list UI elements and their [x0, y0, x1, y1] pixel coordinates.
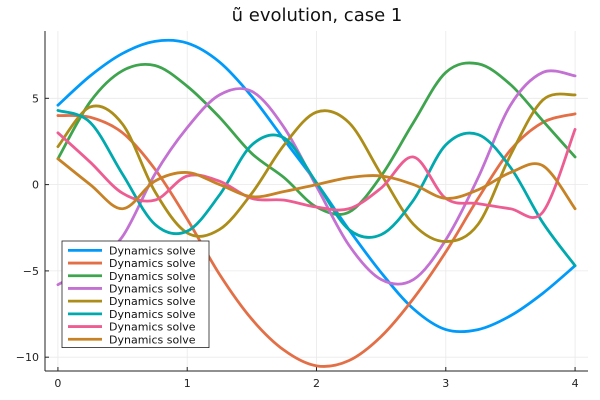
- legend-box: [61, 240, 210, 348]
- grid: [45, 31, 588, 371]
- ticks: 0 1 2 3 4 −10 −5 0 5: [16, 92, 579, 390]
- legend-label-5: Dynamics solve: [109, 295, 196, 308]
- legend-label-2: Dynamics solve: [109, 257, 196, 270]
- x-tick-label: 4: [572, 377, 579, 390]
- series-line-5: [56, 92, 577, 243]
- y-tick-label: 0: [32, 179, 39, 192]
- y-tick-label: −5: [23, 265, 39, 278]
- x-tick-label: 1: [184, 377, 191, 390]
- x-tick-label: 3: [442, 377, 449, 390]
- x-tick-label: 0: [54, 377, 61, 390]
- legend-label-3: Dynamics solve: [109, 270, 196, 283]
- legend-label-1: Dynamics solve: [109, 244, 196, 257]
- legend-label-4: Dynamics solve: [109, 282, 196, 295]
- x-tick-label: 2: [313, 377, 320, 390]
- legend-label-8: Dynamics solve: [109, 333, 196, 346]
- series-line-7: [56, 127, 577, 219]
- series-line-8: [56, 157, 577, 211]
- series-line-6: [56, 108, 577, 268]
- y-tick-label: −10: [16, 351, 39, 364]
- series-line-4: [56, 69, 577, 287]
- y-tick-label: 5: [32, 92, 39, 105]
- legend-label-7: Dynamics solve: [109, 321, 196, 334]
- chart-title: ũ evolution, case 1: [232, 5, 403, 26]
- legend-label-6: Dynamics solve: [109, 308, 196, 321]
- series-group: [56, 38, 577, 368]
